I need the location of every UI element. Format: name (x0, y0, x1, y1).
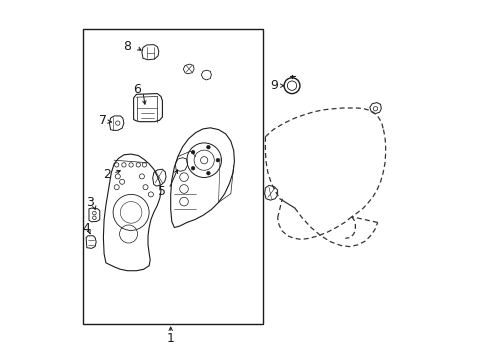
Circle shape (191, 150, 195, 154)
Circle shape (191, 166, 195, 170)
Circle shape (216, 158, 219, 162)
Circle shape (206, 145, 210, 149)
Text: 8: 8 (123, 40, 131, 53)
Text: 9: 9 (269, 79, 277, 92)
Text: 1: 1 (166, 332, 174, 345)
Text: 3: 3 (86, 196, 94, 209)
Text: 5: 5 (158, 185, 166, 198)
Bar (82, 29, 262, 324)
Text: 6: 6 (133, 83, 141, 96)
Text: 2: 2 (103, 168, 111, 181)
Text: 7: 7 (99, 114, 107, 127)
Text: 4: 4 (82, 222, 90, 235)
Circle shape (206, 171, 210, 175)
